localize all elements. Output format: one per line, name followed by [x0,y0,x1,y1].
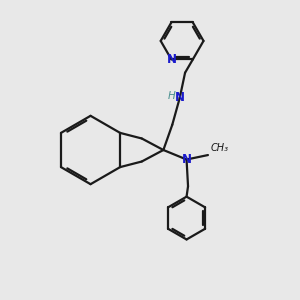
Text: N: N [175,92,185,104]
Text: CH₃: CH₃ [210,143,228,153]
Text: N: N [167,53,176,66]
Text: H: H [167,91,175,101]
Text: N: N [182,153,192,166]
